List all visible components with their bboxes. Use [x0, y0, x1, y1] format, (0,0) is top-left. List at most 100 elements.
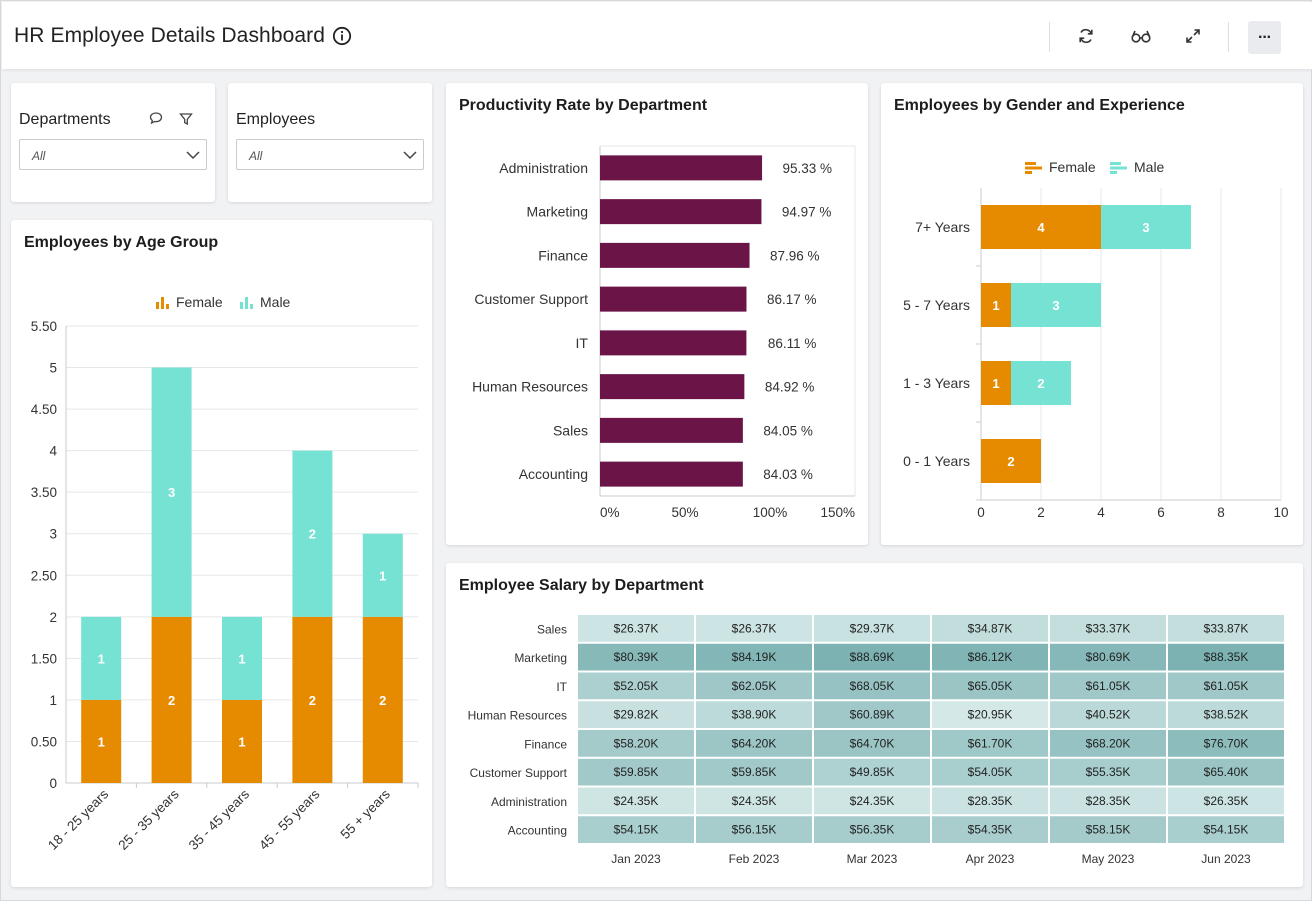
heatmap-cell[interactable] [932, 730, 1048, 757]
heatmap-cell[interactable] [1050, 672, 1166, 700]
employees-dropdown[interactable]: All [236, 139, 424, 170]
heatmap-cell-label: $59.85K [614, 765, 659, 779]
heatmap-cell[interactable] [578, 701, 694, 728]
heatmap-cell[interactable] [1168, 672, 1284, 700]
bar-female[interactable] [81, 699, 122, 783]
productivity-bar[interactable] [600, 242, 750, 268]
heatmap-cell[interactable] [932, 816, 1048, 843]
glasses-icon[interactable] [1129, 24, 1153, 48]
heatmap-cell[interactable] [814, 615, 930, 642]
heatmap-cell[interactable] [578, 643, 694, 671]
productivity-bar[interactable] [600, 374, 745, 400]
departments-dropdown[interactable]: All [19, 139, 207, 170]
heatmap-cell[interactable] [932, 615, 1048, 642]
heatmap-cell[interactable] [578, 816, 694, 843]
info-icon[interactable] [332, 26, 352, 46]
heatmap-cell[interactable] [814, 787, 930, 815]
heatmap-cell[interactable] [1168, 787, 1284, 815]
bar-male[interactable] [1011, 361, 1071, 405]
bar-male[interactable] [151, 367, 192, 617]
heatmap-cell[interactable] [578, 730, 694, 757]
bar-male[interactable] [222, 616, 262, 700]
bar-female[interactable] [292, 616, 333, 783]
heatmap-cell[interactable] [1168, 701, 1284, 728]
heatmap-cell[interactable] [932, 643, 1048, 671]
heatmap-cell-label: $40.52K [1086, 708, 1131, 722]
heatmap-cell[interactable] [1050, 816, 1166, 843]
comment-icon[interactable] [149, 111, 163, 130]
bar-female[interactable] [362, 616, 403, 783]
heatmap-cell[interactable] [696, 701, 812, 728]
heatmap-cell[interactable] [1168, 615, 1284, 642]
heatmap-cell[interactable] [932, 701, 1048, 728]
bar-male[interactable] [1011, 283, 1101, 327]
heatmap-cell[interactable] [1168, 730, 1284, 757]
salary-heatmap: Sales $26.37K $26.37K $29.37K $34.87K $33.37K… [468, 615, 1284, 866]
bar-female[interactable] [981, 205, 1101, 249]
heatmap-cell[interactable] [578, 672, 694, 700]
bar-male[interactable] [81, 616, 122, 700]
heatmap-cell[interactable] [696, 816, 812, 843]
heatmap-cell[interactable] [1050, 615, 1166, 642]
y-tick-label: Administration [499, 160, 588, 176]
heatmap-cell[interactable] [696, 787, 812, 815]
bar-data-label: 2 [1037, 376, 1044, 391]
productivity-bar[interactable] [600, 461, 743, 487]
bar-male[interactable] [292, 450, 333, 617]
heatmap-cell[interactable] [696, 615, 812, 642]
heatmap-cell[interactable] [1168, 816, 1284, 843]
heatmap-cell[interactable] [814, 816, 930, 843]
bar-female[interactable] [981, 439, 1041, 483]
x-tick-label: 100% [753, 505, 788, 520]
bar-data-label: 84.92 % [765, 380, 815, 395]
heatmap-cell[interactable] [1050, 758, 1166, 786]
refresh-icon[interactable] [1074, 24, 1098, 48]
productivity-bar[interactable] [600, 330, 747, 356]
legend-female[interactable]: Female [1025, 159, 1096, 175]
dashboard-header: HR Employee Details Dashboard ··· [2, 2, 1312, 70]
heatmap-cell[interactable] [932, 672, 1048, 700]
bar-male[interactable] [362, 533, 403, 617]
heatmap-cell[interactable] [578, 615, 694, 642]
y-tick-label: Sales [553, 422, 588, 438]
bar-male[interactable] [1101, 205, 1191, 249]
heatmap-cell[interactable] [696, 643, 812, 671]
heatmap-cell[interactable] [578, 758, 694, 786]
heatmap-cell[interactable] [814, 730, 930, 757]
heatmap-cell[interactable] [1050, 787, 1166, 815]
productivity-bar[interactable] [600, 286, 747, 312]
heatmap-cell[interactable] [932, 787, 1048, 815]
heatmap-row-label: Human Resources [468, 709, 567, 723]
heatmap-cell[interactable] [578, 787, 694, 815]
heatmap-cell[interactable] [696, 730, 812, 757]
legend-male[interactable]: Male [1110, 159, 1164, 175]
legend-male[interactable]: Male [240, 294, 290, 310]
heatmap-cell[interactable] [1050, 730, 1166, 757]
more-options-button[interactable]: ··· [1248, 21, 1281, 54]
heatmap-cell[interactable] [696, 758, 812, 786]
productivity-bar[interactable] [600, 417, 743, 443]
bar-female[interactable] [151, 616, 192, 783]
heatmap-cell[interactable] [1050, 643, 1166, 671]
productivity-bar[interactable] [600, 199, 762, 225]
bar-female[interactable] [222, 699, 262, 783]
heatmap-cell[interactable] [814, 672, 930, 700]
heatmap-cell[interactable] [814, 643, 930, 671]
expand-icon[interactable] [1181, 24, 1205, 48]
heatmap-cell[interactable] [932, 758, 1048, 786]
heatmap-cell[interactable] [1050, 701, 1166, 728]
legend-female[interactable]: Female [156, 294, 223, 310]
heatmap-cell-label: $59.85K [732, 765, 777, 779]
heatmap-cell[interactable] [1168, 643, 1284, 671]
filter-icon[interactable] [179, 112, 193, 131]
heatmap-cell[interactable] [814, 701, 930, 728]
heatmap-cell[interactable] [696, 672, 812, 700]
y-tick-label: 1.50 [31, 651, 57, 666]
heatmap-cell-label: $86.12K [968, 650, 1013, 664]
bar-female[interactable] [981, 283, 1011, 327]
bar-data-label: 1 [238, 651, 245, 666]
heatmap-cell[interactable] [1168, 758, 1284, 786]
productivity-bar[interactable] [600, 155, 763, 181]
bar-female[interactable] [981, 361, 1011, 405]
heatmap-cell[interactable] [814, 758, 930, 786]
